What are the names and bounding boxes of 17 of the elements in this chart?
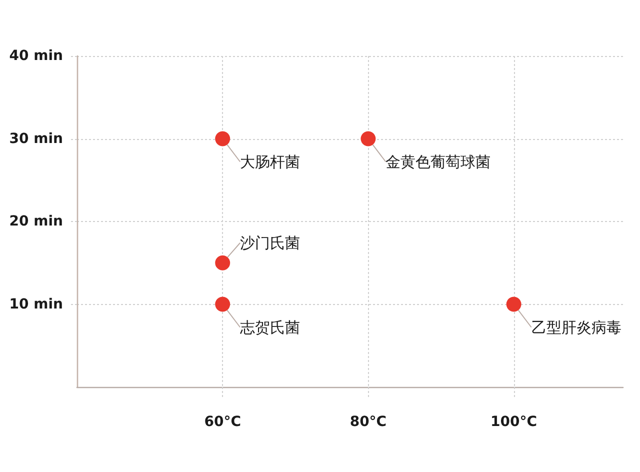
annotation: 金黄色葡萄球菌 xyxy=(386,152,491,171)
point xyxy=(215,296,230,312)
y-tick-label: 20 min xyxy=(9,214,63,230)
annotation: 大肠杆菌 xyxy=(240,152,300,171)
annotation: 志贺氏菌 xyxy=(240,318,300,336)
y-tick-label: 10 min xyxy=(9,296,63,312)
annotation: 乙型肝炎病毒 xyxy=(531,318,622,336)
x-tick-label: 80°C xyxy=(350,414,387,430)
point xyxy=(215,131,230,146)
x-tick-label: 60°C xyxy=(204,414,241,430)
y-tick-label: 40 min xyxy=(9,48,63,64)
annotation: 沙门氏菌 xyxy=(240,234,300,252)
y-tick-label: 30 min xyxy=(9,130,63,147)
point xyxy=(360,131,376,146)
x-tick-label: 100°C xyxy=(490,414,538,430)
point xyxy=(506,296,522,312)
point xyxy=(215,255,230,270)
